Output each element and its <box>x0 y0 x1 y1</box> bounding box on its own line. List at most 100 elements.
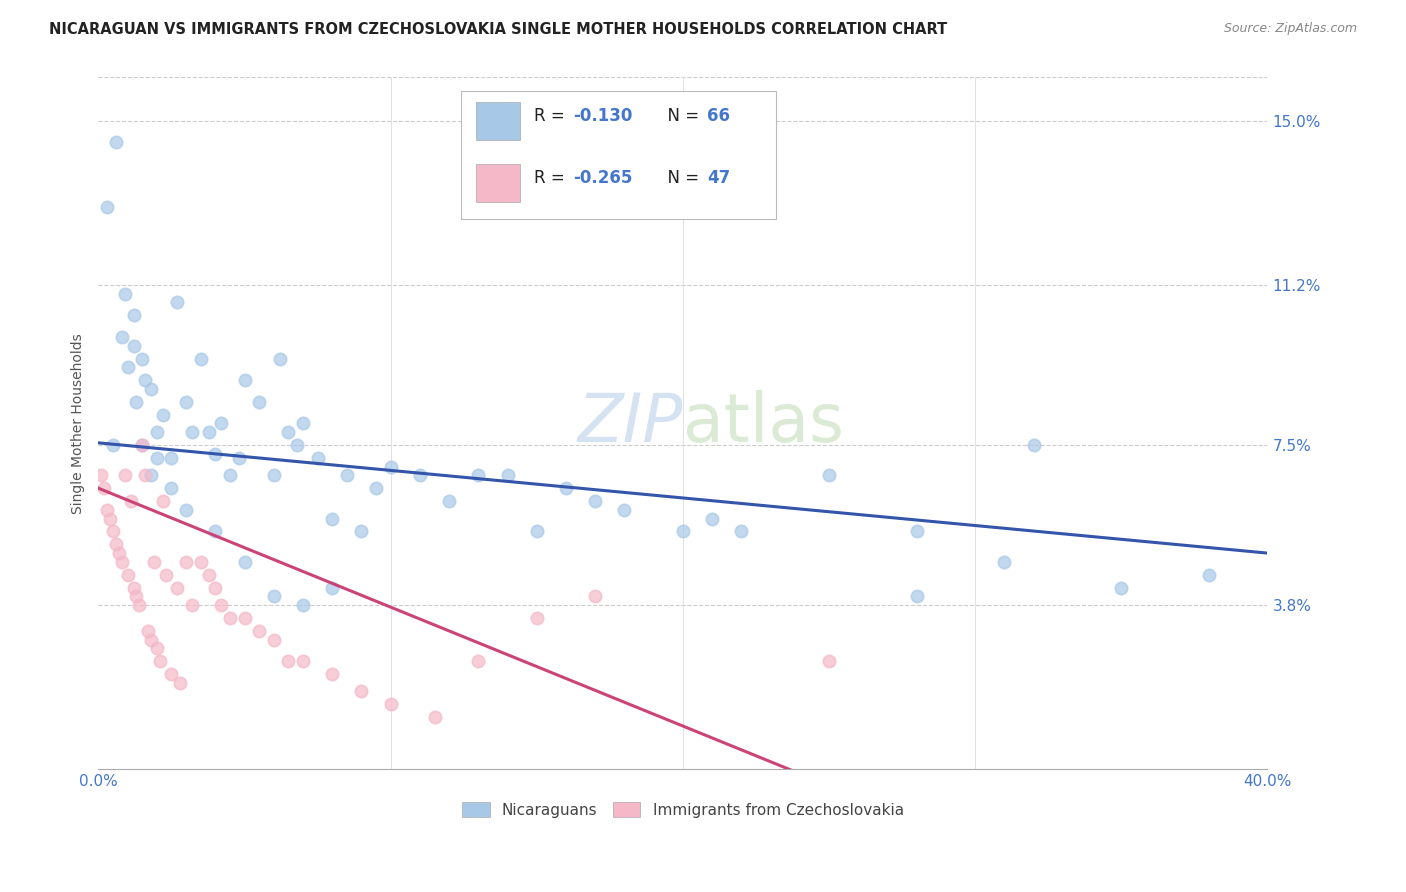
Point <box>93 481 115 495</box>
Point <box>181 425 204 439</box>
Text: R =: R = <box>534 169 571 187</box>
Text: NICARAGUAN VS IMMIGRANTS FROM CZECHOSLOVAKIA SINGLE MOTHER HOUSEHOLDS CORRELATIO: NICARAGUAN VS IMMIGRANTS FROM CZECHOSLOV… <box>49 22 948 37</box>
Point <box>104 537 127 551</box>
Point <box>467 654 489 668</box>
Point <box>143 555 166 569</box>
Point <box>233 373 256 387</box>
Point <box>136 624 159 638</box>
Point <box>380 698 402 712</box>
Point <box>583 590 606 604</box>
Point <box>233 611 256 625</box>
Y-axis label: Single Mother Households: Single Mother Households <box>72 333 86 514</box>
Bar <box>477 164 520 202</box>
Point <box>96 200 118 214</box>
Point <box>117 567 139 582</box>
Point <box>125 590 148 604</box>
Point <box>496 468 519 483</box>
Point <box>122 308 145 322</box>
Text: 66: 66 <box>707 107 731 125</box>
Point <box>321 581 343 595</box>
Text: N =: N = <box>657 107 704 125</box>
Point <box>181 598 204 612</box>
Point <box>247 624 270 638</box>
Point <box>160 450 183 465</box>
Point <box>190 351 212 366</box>
Point <box>292 654 315 668</box>
Point <box>219 611 242 625</box>
Point <box>350 524 373 539</box>
Point <box>555 481 578 495</box>
Point <box>174 503 197 517</box>
Point <box>120 494 142 508</box>
Point <box>247 394 270 409</box>
Point <box>672 524 695 539</box>
Point <box>209 417 232 431</box>
Point <box>209 598 232 612</box>
Point <box>155 567 177 582</box>
Point <box>146 450 169 465</box>
Point <box>149 654 172 668</box>
Point <box>108 546 131 560</box>
Point <box>174 394 197 409</box>
Point <box>321 667 343 681</box>
Point <box>204 581 226 595</box>
Text: atlas: atlas <box>683 391 844 457</box>
Point <box>263 632 285 647</box>
Point <box>114 468 136 483</box>
Text: R =: R = <box>534 107 571 125</box>
Point <box>321 511 343 525</box>
Point <box>730 524 752 539</box>
Point <box>134 468 156 483</box>
Point <box>166 295 188 310</box>
Point <box>111 330 134 344</box>
Point <box>1198 567 1220 582</box>
Point <box>336 468 359 483</box>
Point <box>993 555 1015 569</box>
Point <box>423 710 446 724</box>
Text: N =: N = <box>657 169 704 187</box>
Point <box>702 511 724 525</box>
Point <box>190 555 212 569</box>
Point <box>90 468 112 483</box>
Point <box>233 555 256 569</box>
Point <box>1111 581 1133 595</box>
Point <box>198 567 221 582</box>
Point <box>228 450 250 465</box>
Point <box>277 654 299 668</box>
Text: -0.130: -0.130 <box>574 107 633 125</box>
Text: Source: ZipAtlas.com: Source: ZipAtlas.com <box>1223 22 1357 36</box>
Point <box>292 417 315 431</box>
Point <box>146 641 169 656</box>
Point <box>204 524 226 539</box>
Point <box>269 351 291 366</box>
Point <box>111 555 134 569</box>
Point <box>467 468 489 483</box>
Point <box>160 481 183 495</box>
Point <box>437 494 460 508</box>
Point <box>134 373 156 387</box>
Point <box>146 425 169 439</box>
Point <box>350 684 373 698</box>
Point <box>104 136 127 150</box>
Point <box>139 632 162 647</box>
Point <box>380 459 402 474</box>
Point <box>364 481 387 495</box>
Text: -0.265: -0.265 <box>574 169 633 187</box>
Point <box>285 438 308 452</box>
Point <box>152 494 174 508</box>
Point <box>139 468 162 483</box>
Point <box>818 468 841 483</box>
Bar <box>477 102 520 140</box>
Point <box>152 408 174 422</box>
Point <box>131 438 153 452</box>
Point <box>114 286 136 301</box>
Point <box>219 468 242 483</box>
Point <box>263 468 285 483</box>
Point <box>277 425 299 439</box>
Point <box>131 351 153 366</box>
Point <box>583 494 606 508</box>
Point <box>139 382 162 396</box>
Point <box>160 667 183 681</box>
Point <box>131 438 153 452</box>
Point <box>409 468 432 483</box>
